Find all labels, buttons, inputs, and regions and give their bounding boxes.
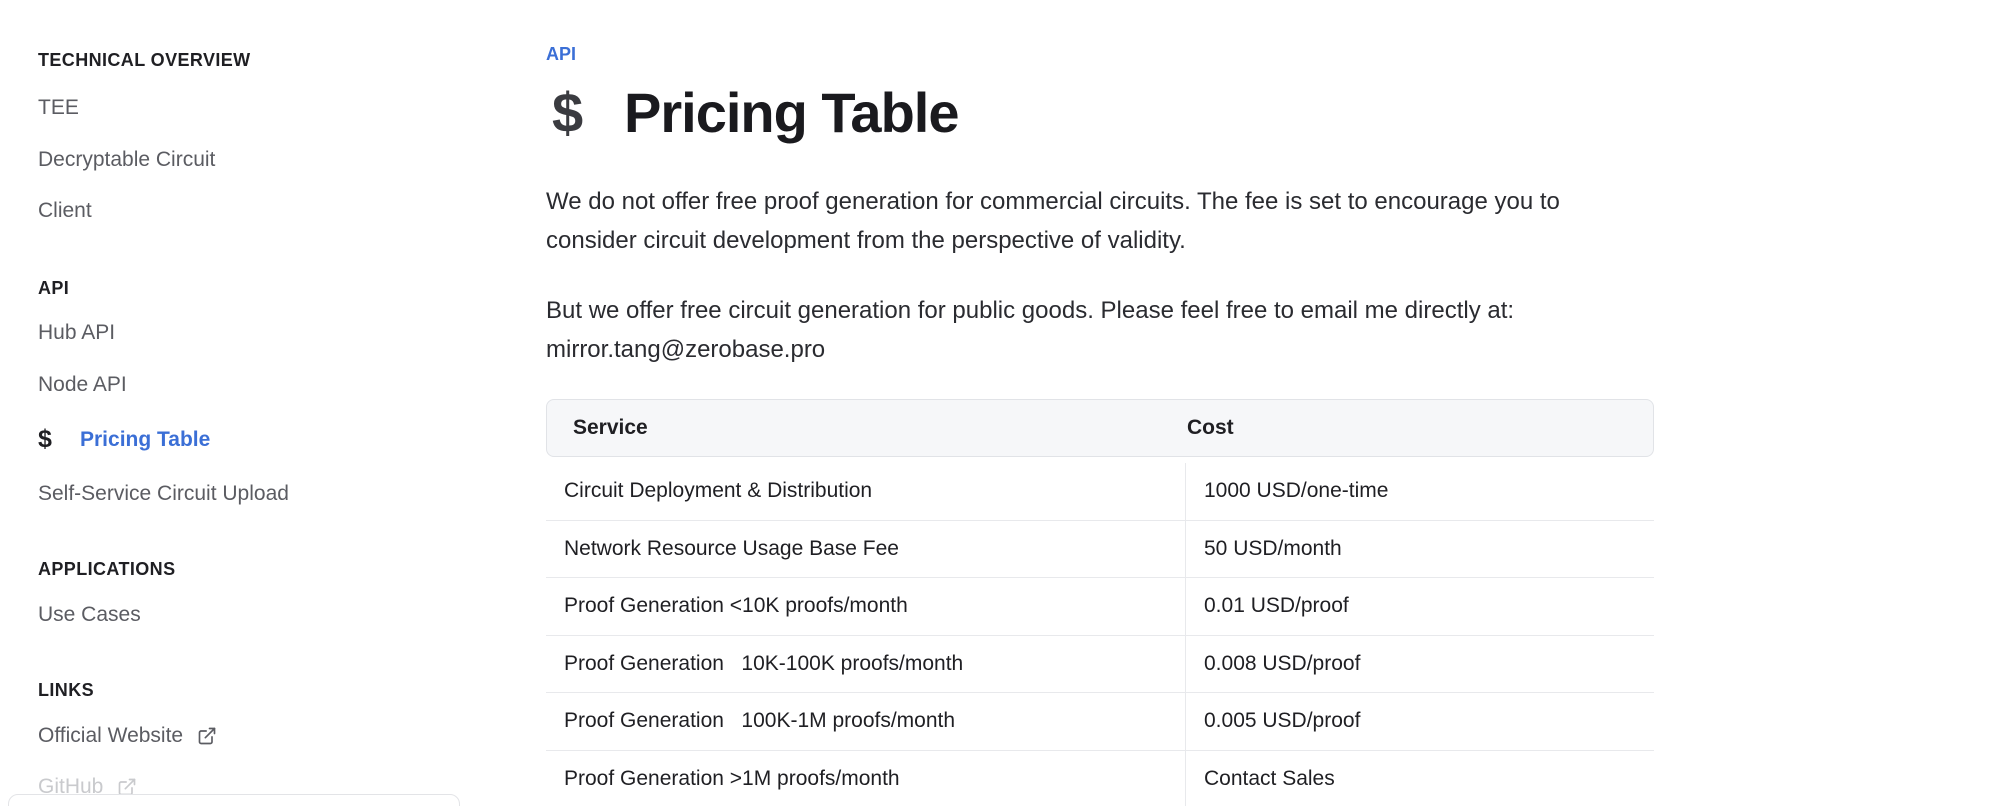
cell-cost: Contact Sales (1204, 766, 1335, 790)
page-title-text: Pricing Table (624, 81, 959, 144)
dollar-icon: $ (552, 81, 584, 144)
table-row: Proof Generation 10K-100K proofs/month 0.… (546, 635, 1654, 693)
contact-paragraph: But we offer free circuit generation for… (546, 297, 1515, 363)
cell-service: Proof Generation 100K-1M proofs/month (546, 693, 1186, 750)
cell-cost: 0.008 USD/proof (1204, 651, 1361, 675)
table-row: Proof Generation 100K-1M proofs/month 0.0… (546, 693, 1654, 751)
cell-service: Network Resource Usage Base Fee (546, 520, 1186, 577)
cell-cost: 1000 USD/one-time (1204, 479, 1389, 503)
sidebar-heading-links: LINKS (38, 680, 94, 700)
breadcrumb[interactable]: API (546, 44, 577, 64)
sidebar-item-tee[interactable]: TEE (38, 96, 79, 119)
main-content: API $ Pricing Table We do not offer free… (546, 0, 1656, 806)
sidebar-footer-panel (8, 794, 460, 806)
cell-cost: 0.01 USD/proof (1204, 594, 1349, 618)
sidebar-heading-applications: APPLICATIONS (38, 559, 176, 579)
cell-cost: 50 USD/month (1204, 536, 1342, 560)
sidebar-heading-api: API (38, 278, 70, 298)
sidebar-item-self-service-circuit-upload[interactable]: Self-Service Circuit Upload (38, 482, 289, 505)
column-header-cost: Cost (1187, 416, 1234, 439)
intro-paragraph: We do not offer free proof generation fo… (546, 188, 1560, 254)
table-header: Service Cost (546, 399, 1654, 457)
sidebar-heading-technical-overview: TECHNICAL OVERVIEW (38, 50, 251, 70)
sidebar-item-node-api[interactable]: Node API (38, 373, 127, 396)
table-row: Proof Generation <10K proofs/month 0.01 U… (546, 578, 1654, 636)
table-row: Circuit Deployment & Distribution 1000 US… (546, 463, 1654, 521)
sidebar-item-use-cases[interactable]: Use Cases (38, 603, 141, 626)
sidebar-item-label: Official Website (38, 724, 184, 747)
sidebar-item-pricing-table[interactable]: $ Pricing Table (38, 425, 210, 454)
sidebar-item-client[interactable]: Client (38, 199, 92, 222)
cell-cost: 0.005 USD/proof (1204, 709, 1361, 733)
sidebar-item-hub-api[interactable]: Hub API (38, 321, 116, 344)
table-row: Network Resource Usage Base Fee 50 USD/mo… (546, 520, 1654, 578)
sidebar-item-official-website[interactable]: Official Website (38, 724, 217, 748)
dollar-icon: $ (38, 425, 52, 453)
cell-service: Proof Generation <10K proofs/month (546, 578, 1186, 635)
pricing-table: Service Cost Circuit Deployment & Distri… (546, 399, 1654, 806)
sidebar: TECHNICAL OVERVIEW TEE Decryptable Circu… (0, 0, 470, 806)
cell-service: Proof Generation >1M proofs/month (546, 750, 1186, 806)
sidebar-item-label: GitHub (38, 775, 104, 798)
sidebar-item-decryptable-circuit[interactable]: Decryptable Circuit (38, 148, 216, 171)
page-title: $ Pricing Table (546, 80, 959, 146)
cell-service: Proof Generation 10K-100K proofs/month (546, 635, 1186, 692)
cell-service: Circuit Deployment & Distribution (546, 463, 1186, 520)
table-row: Proof Generation >1M proofs/month Contact… (546, 750, 1654, 806)
sidebar-item-label: Pricing Table (80, 427, 211, 451)
external-link-icon (197, 726, 217, 746)
column-header-service: Service (573, 416, 648, 439)
